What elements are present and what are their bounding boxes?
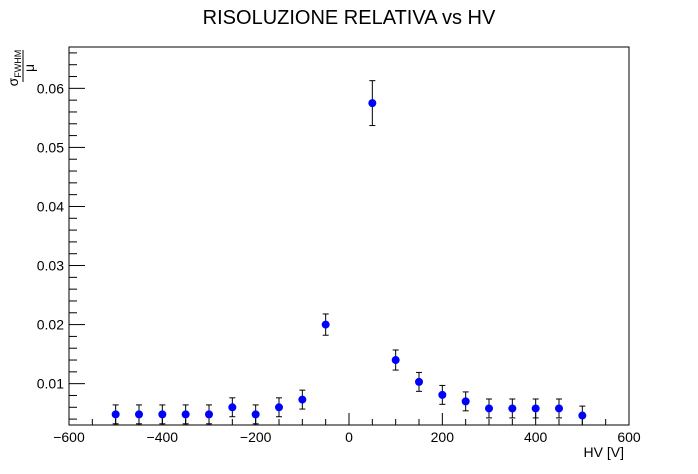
y-axis-label: σFWHM μ (5, 50, 37, 87)
y-axis-label-denominator: μ (21, 64, 37, 72)
data-marker (135, 410, 143, 419)
x-axis-ticks: −600 −400 −200 0 200 400 600 (53, 413, 641, 445)
data-marker (228, 403, 237, 412)
plot-frame (68, 46, 630, 426)
data-point (135, 404, 143, 425)
x-tick-label: −400 (147, 429, 179, 445)
data-point (181, 404, 190, 425)
data-marker (415, 377, 423, 386)
x-tick-label: −200 (240, 429, 272, 445)
x-tick-label: −600 (53, 429, 85, 445)
x-tick-label: 200 (431, 429, 455, 445)
data-point (251, 404, 260, 425)
data-marker (158, 410, 167, 419)
data-point (321, 313, 330, 336)
data-marker (485, 404, 493, 413)
data-marker (391, 356, 400, 365)
data-marker (368, 99, 377, 108)
data-series (111, 80, 587, 426)
chart-title: RISOLUZIONE RELATIVA vs HV (203, 7, 496, 29)
data-point (298, 389, 307, 410)
data-point (228, 397, 237, 418)
data-point (158, 404, 167, 425)
y-tick-label: 0.04 (37, 198, 64, 214)
y-tick-label: 0.02 (37, 317, 64, 333)
data-point (111, 404, 120, 425)
data-marker (251, 410, 260, 419)
data-marker (205, 410, 213, 419)
data-point (368, 80, 377, 127)
x-tick-label: 600 (617, 429, 641, 445)
y-axis-label-subscript: FWHM (13, 50, 23, 78)
data-point (508, 398, 517, 419)
data-point (415, 371, 423, 392)
y-tick-label: 0.01 (37, 376, 64, 392)
data-point (461, 391, 470, 412)
x-tick-label: 0 (345, 429, 353, 445)
data-marker (508, 404, 517, 413)
y-axis-ticks: 0.01 0.02 0.03 0.04 0.05 0.06 (37, 52, 85, 420)
data-point (391, 349, 400, 371)
data-marker (531, 404, 540, 413)
data-marker (298, 395, 307, 404)
data-marker (555, 404, 563, 413)
y-tick-label: 0.03 (37, 258, 64, 274)
y-tick-label: 0.05 (37, 139, 64, 155)
data-marker (181, 410, 190, 419)
data-point (555, 398, 563, 419)
x-tick-label: 400 (524, 429, 548, 445)
data-marker (111, 410, 120, 419)
data-marker (461, 397, 470, 406)
data-marker (275, 403, 283, 412)
x-axis-label: HV [V] (584, 444, 624, 460)
data-point (275, 397, 283, 418)
data-marker (438, 390, 447, 399)
data-marker (578, 411, 587, 420)
data-marker (321, 320, 330, 329)
data-point (531, 398, 540, 419)
data-point (485, 398, 493, 419)
data-point (438, 384, 447, 405)
y-axis-label-sigma: σ (5, 77, 21, 86)
data-point (578, 405, 587, 426)
data-point (205, 404, 213, 425)
y-axis-label-numerator: σFWHM (5, 50, 23, 87)
y-tick-label: 0.06 (37, 80, 64, 96)
